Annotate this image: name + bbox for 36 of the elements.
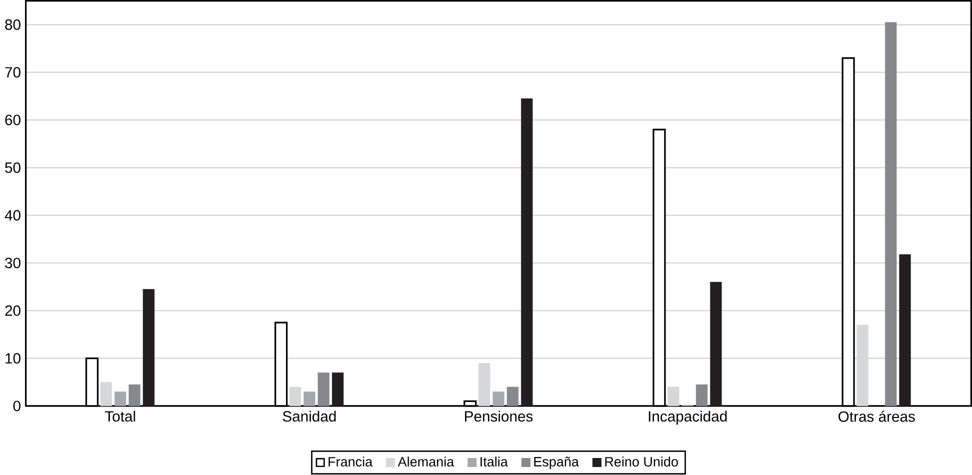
bar	[304, 392, 316, 406]
x-tick-label: Incapacidad	[648, 410, 727, 425]
bar	[899, 254, 911, 406]
y-tick-label: 10	[6, 353, 20, 364]
bar	[128, 384, 140, 406]
bar	[668, 387, 680, 406]
y-tick-label: 50	[5, 162, 20, 174]
x-tick-label: Sanidad	[282, 410, 336, 422]
y-tick-label: 0	[13, 400, 20, 412]
bar	[885, 22, 897, 406]
y-tick-label: 80	[5, 20, 20, 30]
legend-label: España	[534, 456, 579, 470]
y-tick-label: 40	[4, 210, 20, 221]
bar	[142, 289, 155, 406]
bar	[492, 392, 504, 406]
y-tick-label: 30	[5, 258, 20, 268]
y-tick-label: 20	[5, 306, 20, 316]
bar	[696, 384, 708, 406]
x-tick-label: Otras áreas	[838, 410, 915, 422]
bar	[332, 372, 344, 406]
bar	[289, 387, 302, 406]
bar	[114, 392, 126, 406]
legend-label: Francia	[328, 456, 373, 467]
bar	[478, 363, 490, 406]
legend-label: Italia	[480, 456, 508, 467]
legend-label: Alemania	[398, 456, 454, 467]
bar	[521, 98, 533, 406]
bar	[318, 372, 330, 406]
bar	[100, 382, 112, 406]
y-tick-label: 60	[5, 114, 20, 126]
legend-label: Reino Unido	[605, 456, 678, 467]
bar	[506, 387, 519, 406]
x-tick-label: Total	[104, 410, 136, 422]
bar	[710, 282, 722, 406]
x-tick-label: Pensiones	[465, 410, 533, 422]
y-tick-label: 70	[5, 67, 20, 78]
